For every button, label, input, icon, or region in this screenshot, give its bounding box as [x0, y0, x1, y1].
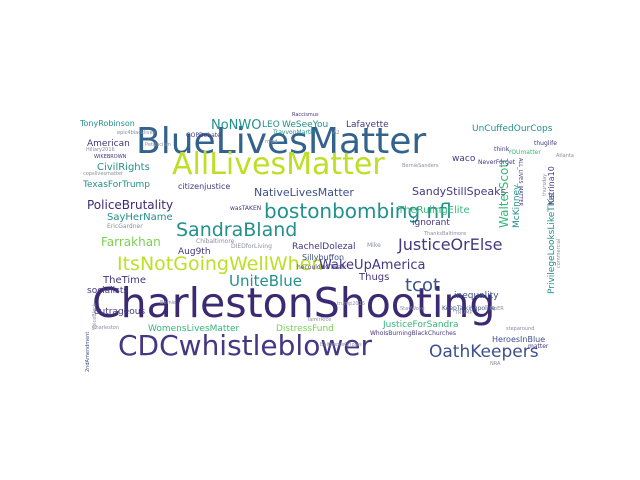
word: SayHerName — [107, 212, 173, 223]
word: StayWoke — [400, 306, 425, 312]
word: outrageous — [94, 307, 146, 317]
word: WomensLivesMatter — [148, 324, 240, 334]
word: Sillybuffon — [302, 253, 345, 262]
word: Bernie — [160, 300, 177, 306]
word: TRUMP — [455, 310, 473, 316]
word: steparound — [506, 326, 535, 332]
word: waco — [452, 154, 476, 164]
word: NRA — [490, 361, 501, 367]
word: BlueLivesMatter — [136, 121, 427, 162]
word: WhoIsBurningBlackChurches — [370, 330, 456, 337]
word: matter — [528, 343, 549, 350]
word: SandraBland — [176, 219, 298, 241]
word: CDCwhistleblower — [118, 329, 372, 362]
word: JusticeForSandra — [383, 320, 459, 330]
word: TheTime — [103, 275, 147, 286]
word: Hillary2016 — [86, 147, 115, 153]
word: copslivesmatter — [83, 171, 123, 177]
word: AllLivesMatter — [172, 147, 385, 182]
word: wasTAKEN — [230, 205, 262, 212]
word: Chibaltimore — [196, 238, 235, 245]
word: GOPDebate — [186, 132, 221, 139]
word: UnCuffedOurCops — [472, 124, 553, 134]
word: ALL_LIVES_MATTER — [517, 158, 523, 207]
word: A2 — [333, 130, 340, 136]
word: thursday — [542, 173, 548, 196]
word: DIEDforLiving — [231, 243, 272, 250]
word: 2ndAmendment — [85, 331, 91, 372]
word: American — [87, 139, 130, 149]
word: thuglife — [534, 140, 557, 147]
word: Thugs — [359, 272, 390, 283]
word: Atlanta — [556, 153, 574, 159]
word: BernieSanders — [402, 163, 439, 169]
word: KeepTalkingpolice — [442, 305, 496, 312]
word: commercial — [556, 238, 562, 268]
word: NoNWO — [211, 118, 262, 133]
word: WakeUpAmerica — [319, 258, 426, 273]
word: bostonbombing nfl — [264, 199, 452, 223]
word: SandyStillSpeaks — [412, 185, 507, 198]
word: ItsNotGoingWellWhen — [117, 253, 324, 275]
word: VoiceBlock — [92, 303, 98, 330]
word: BaltimoreOrioles — [320, 342, 362, 348]
word: Lafayette — [346, 120, 389, 130]
word: ThanksBaltimore — [424, 231, 467, 237]
word: TrayvonMartin — [273, 129, 316, 136]
word: Charleston — [92, 325, 120, 331]
word: RachelDolezal — [292, 242, 356, 252]
word: HeroesInBlue — [492, 335, 546, 344]
word: TheRulingElite — [398, 205, 470, 216]
word: OpER — [490, 306, 504, 312]
word: Aug9th — [178, 247, 211, 257]
word: JusticeOrElse — [398, 235, 503, 254]
word: TamirRice — [307, 317, 332, 323]
word: WIKEBROWN — [94, 154, 127, 160]
word: epic4blacklives — [117, 130, 156, 136]
word: hecouldNOTwalk — [297, 264, 347, 271]
word: TonyRobinson — [80, 119, 135, 128]
word: PoliceBrutality — [87, 198, 174, 212]
word: Raccismus — [292, 112, 319, 118]
word: think — [494, 146, 510, 153]
word: socialists — [87, 286, 129, 296]
word: DistressFund — [276, 324, 334, 334]
word: tcot — [405, 275, 441, 296]
word: WalterScott — [497, 158, 511, 228]
word: Mike — [367, 242, 381, 249]
word: NativeLivesMatter — [254, 186, 354, 199]
word: CharlestonShooting — [92, 279, 496, 327]
word: EricGardner — [107, 223, 143, 230]
word: OathKeepers — [429, 342, 539, 362]
word: Katrina10 — [547, 166, 556, 205]
word: UniteBlue — [229, 272, 302, 290]
word: Farrakhan — [101, 235, 161, 249]
word: NeverForget — [478, 159, 516, 166]
word: trump2016 — [337, 301, 365, 307]
word: TexasForTrump — [83, 180, 150, 190]
word: CivilRights — [97, 162, 150, 173]
word: inequality — [454, 291, 499, 301]
word: WeSeeYou — [282, 120, 329, 130]
word: PetRacism — [145, 142, 171, 148]
word: ignorant — [412, 218, 450, 228]
word: YOUmatter — [508, 149, 541, 156]
word: nypd — [265, 139, 278, 145]
word: LEO — [262, 120, 280, 130]
word: citizenjustice — [178, 182, 231, 191]
